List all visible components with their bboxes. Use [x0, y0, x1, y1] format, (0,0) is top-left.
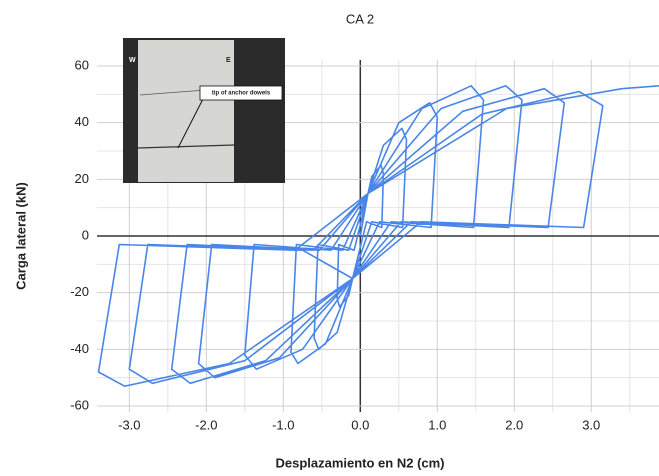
- inset-photo: tip of anchor dowels W E: [123, 38, 285, 183]
- y-tick-label: 0: [82, 227, 89, 242]
- photo-wall: [138, 40, 234, 182]
- x-axis-title: Desplazamiento en N2 (cm): [275, 455, 444, 470]
- y-tick-label: -20: [70, 284, 89, 299]
- data-line: [97, 85, 659, 387]
- annotation: tip of anchor dowels: [212, 91, 271, 97]
- x-tick-label: 2.0: [505, 417, 523, 432]
- chart-title: CA 2: [346, 11, 374, 26]
- x-tick-label: -3.0: [118, 417, 140, 432]
- photo-label: W: [129, 57, 136, 64]
- x-tick-label: 1.0: [428, 417, 446, 432]
- y-axis-title: Carga lateral (kN): [13, 182, 28, 290]
- x-tick-label: 0.0: [351, 417, 369, 432]
- y-tick-label: 40: [75, 114, 89, 129]
- photo-label: E: [226, 57, 231, 64]
- annotation-arrow: [177, 94, 206, 149]
- x-tick-label: -1.0: [272, 417, 294, 432]
- y-tick-label: 20: [75, 171, 89, 186]
- x-tick-label: -2.0: [195, 417, 217, 432]
- plot-area: [97, 85, 659, 387]
- annotation-box: [199, 85, 283, 101]
- y-tick-label: 60: [75, 57, 89, 72]
- y-tick-label: -40: [70, 341, 89, 356]
- y-tick-label: -60: [70, 397, 89, 412]
- x-tick-label: 3.0: [582, 417, 600, 432]
- photo-crack: [137, 144, 235, 149]
